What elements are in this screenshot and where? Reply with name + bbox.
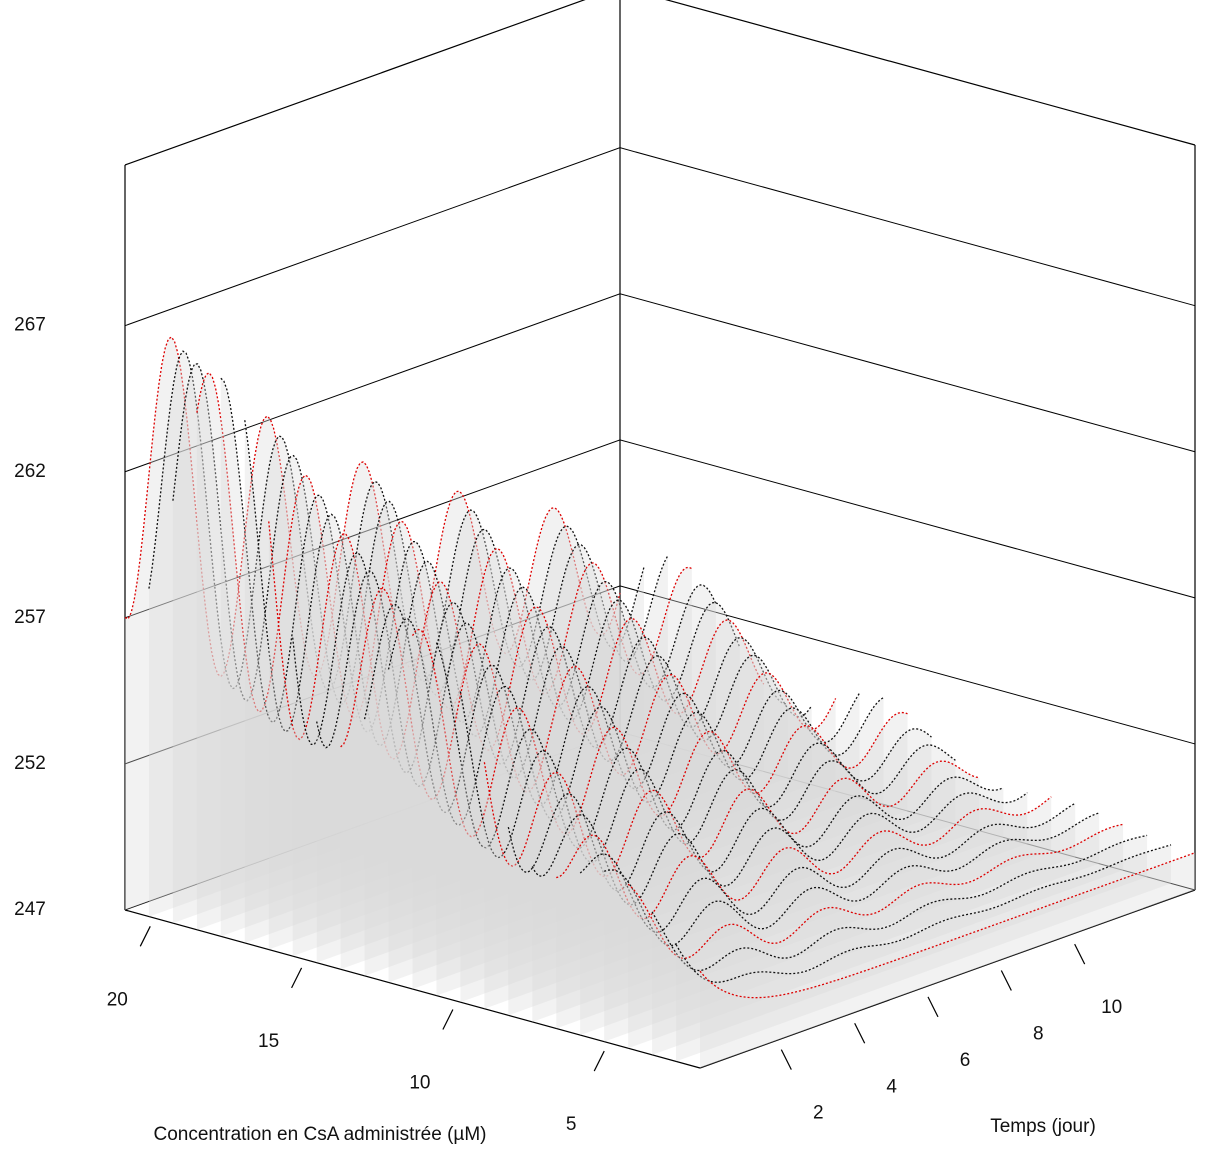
- surface-ridge: [507, 776, 1004, 892]
- surface-slice: [412, 629, 908, 989]
- surface-slice: [700, 852, 1195, 1068]
- y-tick-label: 8: [1033, 1024, 1044, 1045]
- axis-edge: [124, 0, 586, 166]
- y-tick: [1000, 970, 1012, 991]
- surface-ridge: [699, 852, 1196, 999]
- surface-ridge: [483, 760, 980, 878]
- surface-slice: [364, 604, 860, 976]
- grid-line: [124, 147, 1196, 327]
- surface-slice: [508, 777, 1004, 1016]
- surface-ridge: [124, 336, 621, 678]
- grid-line: [124, 585, 1196, 765]
- surface-slice: [556, 796, 1052, 1029]
- surface-slice: [628, 824, 1124, 1049]
- x-tick-label: 10: [409, 1072, 430, 1093]
- grid-line: [124, 439, 1196, 619]
- surface-ridge: [531, 792, 1028, 906]
- x-tick: [442, 1009, 454, 1030]
- surface-slice: [484, 761, 980, 1009]
- surface-slice: [388, 618, 884, 983]
- z-tick-label: 252: [14, 753, 46, 774]
- surface-ridge: [316, 570, 813, 788]
- x-tick: [139, 926, 151, 947]
- z-tick-label: 262: [14, 461, 46, 482]
- surface-slice: [316, 570, 812, 963]
- y-tick-label: 2: [813, 1103, 824, 1124]
- surface-ridge: [292, 551, 788, 774]
- y-tick-label: 6: [960, 1050, 971, 1071]
- surface-ridge: [579, 802, 1076, 933]
- x-tick: [593, 1050, 605, 1072]
- surface-slice: [676, 844, 1172, 1062]
- y-tick: [854, 1022, 866, 1044]
- surface-ridge: [196, 371, 693, 720]
- surface-ridge: [411, 628, 908, 838]
- surface-slice: [436, 642, 932, 996]
- surface-slice: [220, 378, 716, 937]
- y-tick: [1074, 943, 1086, 965]
- x-axis-label: Concentration en CsA administrée (µM): [153, 1124, 486, 1145]
- x-tick-label: 15: [258, 1031, 279, 1052]
- z-tick-label: 257: [14, 607, 46, 628]
- surface-slice: [244, 420, 740, 943]
- surface-slice: [148, 351, 644, 917]
- axis-edge: [665, 0, 1196, 146]
- surface-slice: [460, 691, 956, 1003]
- y-tick-label: 10: [1101, 997, 1122, 1018]
- surface-ridge: [172, 363, 669, 705]
- surface-ridge: [651, 834, 1148, 972]
- x-tick: [291, 967, 303, 989]
- surface-ridge: [627, 823, 1124, 960]
- axis-edge: [124, 909, 701, 1069]
- z-tick-label: 247: [14, 899, 46, 920]
- y-axis-label: Temps (jour): [990, 1116, 1096, 1137]
- surface-slice: [532, 792, 1028, 1022]
- x-tick-label: 5: [566, 1114, 577, 1135]
- surface-ridge: [675, 844, 1172, 983]
- surface-ridge: [459, 691, 956, 863]
- surface-slice: [292, 552, 788, 957]
- surface-slice: [580, 803, 1076, 1036]
- surface-ridge: [220, 377, 717, 733]
- surface-ridge: [244, 420, 741, 747]
- surface-ridge: [363, 603, 861, 814]
- grid-line: [124, 293, 1196, 473]
- y-tick-label: 4: [886, 1076, 897, 1097]
- surface-ridge: [148, 350, 645, 692]
- axis-edge: [699, 889, 1196, 1069]
- surface-ridge: [387, 617, 884, 826]
- surface-ridge: [603, 812, 1100, 947]
- surface-slice: [125, 336, 620, 910]
- y-tick: [927, 996, 939, 1018]
- y-tick: [780, 1049, 792, 1070]
- z-tick-label: 267: [14, 315, 46, 336]
- surface-ridge: [556, 796, 1052, 920]
- surface-slice: [196, 372, 692, 930]
- surface-slice: [652, 835, 1148, 1055]
- surface-slice: [268, 521, 764, 950]
- surface-ridge: [340, 588, 837, 801]
- surface-slice: [340, 588, 836, 970]
- surface-slice: [604, 812, 1100, 1042]
- surface-ridge: [268, 521, 765, 760]
- x-tick-label: 20: [107, 989, 128, 1010]
